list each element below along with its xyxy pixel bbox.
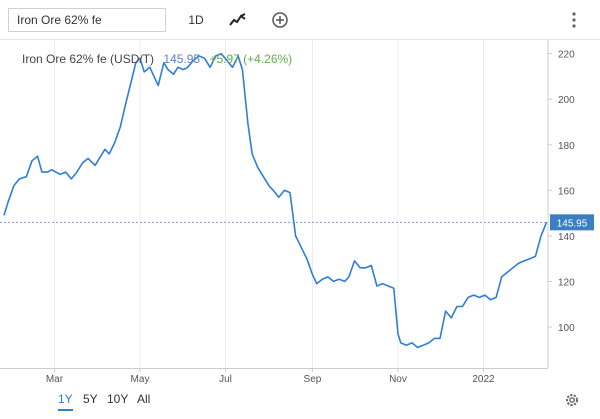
y-tick-label-180: 180: [558, 141, 575, 152]
y-tick-label-100: 100: [558, 323, 575, 334]
x-tick-label-0: Mar: [46, 374, 64, 385]
range-all-button[interactable]: All: [137, 392, 151, 406]
legend-instrument-name: Iron Ore 62% fe (USD/T): [22, 52, 155, 66]
vertical-dots-icon[interactable]: [566, 10, 582, 30]
x-tick-label-5: 2022: [472, 374, 495, 385]
legend-change: +5.97 (+4.26%): [209, 52, 293, 66]
x-tick-label-2: Jul: [219, 374, 232, 385]
y-tick-label-120: 120: [558, 277, 575, 288]
legend-price: 145.95: [163, 52, 201, 66]
chart-toolbar: 1D: [0, 0, 600, 40]
symbol-search-input[interactable]: [8, 8, 166, 32]
y-tick-label-200: 200: [558, 95, 575, 106]
range-selector: 1Y 5Y 10Y All: [0, 388, 600, 419]
y-tick-label-140: 140: [558, 232, 575, 243]
y-tick-label-220: 220: [558, 50, 575, 61]
gear-icon[interactable]: [564, 392, 580, 408]
plus-circle-icon[interactable]: [270, 10, 290, 30]
x-tick-label-1: May: [131, 374, 150, 385]
range-5y-button[interactable]: 5Y: [83, 392, 98, 406]
line-chart-icon[interactable]: [228, 10, 248, 30]
price-series-line: [3, 52, 548, 349]
y-tick-label-160: 160: [558, 186, 575, 197]
range-1y-button[interactable]: 1Y: [58, 392, 73, 411]
x-tick-label-4: Nov: [389, 374, 407, 385]
interval-1d-button[interactable]: 1D: [188, 13, 204, 27]
last-price-label-bg: [550, 214, 594, 231]
range-10y-button[interactable]: 10Y: [107, 392, 129, 406]
price-chart[interactable]: 100 120 140 160 180 200 220 Mar May Jul Sep Nov 2022…: [0, 40, 600, 388]
last-price-label: 145.95: [557, 218, 588, 229]
chart-legend: Iron Ore 62% fe (USD/T) 145.95 +5.97 (+4…: [22, 52, 292, 66]
x-tick-label-3: Sep: [304, 374, 322, 385]
